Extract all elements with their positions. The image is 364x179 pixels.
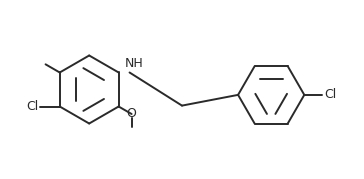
Text: Cl: Cl [324,88,336,101]
Text: NH: NH [124,57,143,70]
Text: Cl: Cl [26,100,38,113]
Text: O: O [127,108,136,120]
